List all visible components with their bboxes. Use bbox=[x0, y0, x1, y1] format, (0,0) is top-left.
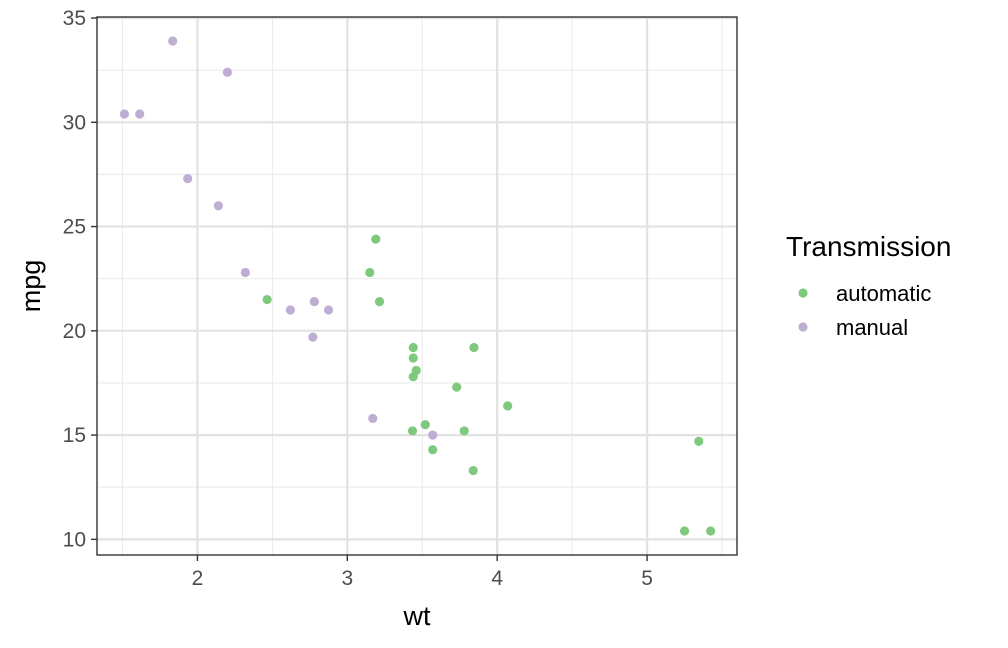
data-point-manual bbox=[168, 36, 178, 46]
data-point-automatic bbox=[428, 445, 438, 455]
data-point-manual bbox=[240, 267, 250, 278]
data-point-automatic bbox=[408, 372, 418, 382]
data-point-manual bbox=[213, 201, 224, 211]
data-point-manual bbox=[135, 109, 145, 119]
legend: Transmission automatic manual bbox=[786, 231, 951, 340]
data-point-automatic bbox=[468, 465, 478, 476]
legend-key-automatic bbox=[798, 288, 808, 298]
legend-items: automatic manual bbox=[798, 281, 931, 340]
legend-key-manual bbox=[798, 322, 808, 332]
data-point-automatic bbox=[694, 436, 704, 446]
data-point-manual bbox=[183, 174, 193, 184]
y-tick-label: 30 bbox=[63, 111, 86, 134]
grid-lines bbox=[97, 16, 737, 555]
data-point-automatic bbox=[503, 401, 513, 411]
x-tick-label: 4 bbox=[491, 567, 503, 590]
data-point-automatic bbox=[262, 294, 272, 305]
legend-label-automatic: automatic bbox=[836, 281, 931, 306]
data-point-manual bbox=[285, 305, 295, 315]
legend-title: Transmission bbox=[786, 231, 951, 262]
data-point-automatic bbox=[420, 420, 430, 430]
x-tick-label: 3 bbox=[341, 567, 353, 590]
data-point-manual bbox=[119, 109, 130, 119]
data-point-manual bbox=[222, 67, 232, 77]
axes: 2 3 4 5 10 15 20 25 30 35 bbox=[63, 7, 653, 590]
y-tick-label: 20 bbox=[63, 320, 86, 343]
data-point-manual bbox=[368, 413, 378, 424]
data-point-automatic bbox=[459, 426, 469, 436]
panel-border bbox=[96, 16, 738, 556]
data-point-automatic bbox=[408, 342, 418, 353]
data-point-automatic bbox=[706, 526, 716, 536]
data-points bbox=[119, 36, 716, 536]
data-point-automatic bbox=[469, 342, 479, 353]
data-point-automatic bbox=[365, 267, 375, 278]
y-tick-label: 15 bbox=[63, 424, 86, 447]
x-axis-title: wt bbox=[403, 601, 431, 631]
data-point-automatic bbox=[408, 353, 418, 363]
data-point-automatic bbox=[407, 426, 418, 436]
x-tick-label: 5 bbox=[641, 567, 653, 590]
data-point-manual bbox=[309, 297, 319, 307]
x-tick-label: 2 bbox=[192, 567, 204, 590]
data-point-automatic bbox=[679, 526, 690, 536]
data-point-automatic bbox=[374, 297, 385, 307]
data-point-manual bbox=[308, 332, 318, 342]
data-point-automatic bbox=[371, 234, 381, 244]
y-tick-label: 35 bbox=[63, 7, 86, 30]
data-point-manual bbox=[428, 430, 438, 440]
panel-background bbox=[97, 17, 737, 555]
data-point-manual bbox=[323, 305, 334, 315]
data-point-automatic bbox=[452, 382, 462, 392]
legend-label-manual: manual bbox=[836, 315, 908, 340]
y-axis-title: mpg bbox=[16, 260, 46, 313]
y-tick-label: 10 bbox=[63, 528, 86, 551]
y-tick-label: 25 bbox=[63, 216, 86, 239]
